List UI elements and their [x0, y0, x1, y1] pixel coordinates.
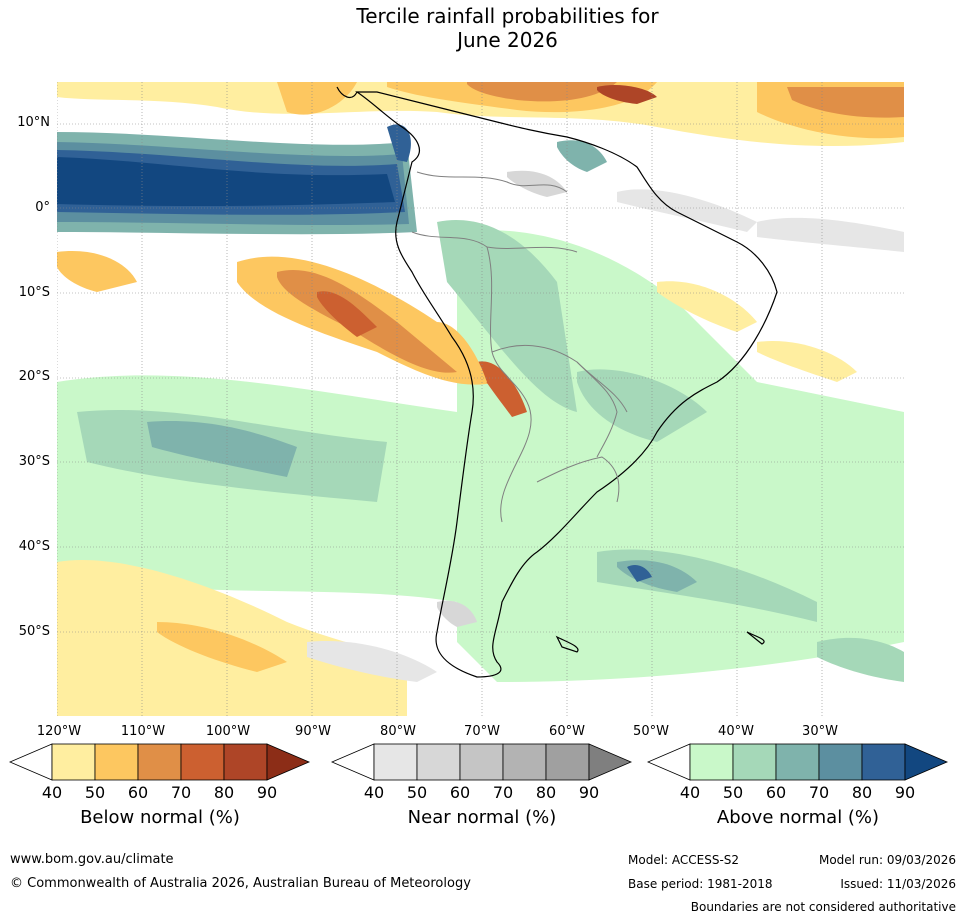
colorbar-swatch-under — [646, 743, 691, 781]
boundary-disclaimer: Boundaries are not considered authoritat… — [690, 900, 956, 914]
colorbar-tick: 70 — [492, 783, 514, 802]
near-normal-areas — [307, 170, 904, 682]
copyright-text: © Commonwealth of Australia 2026, Austra… — [10, 876, 471, 891]
lat-label: 30°S — [18, 454, 50, 469]
colorbar-tick: 60 — [127, 783, 149, 802]
colorbar-tick: 60 — [765, 783, 787, 802]
lon-label: 90°W — [295, 724, 331, 739]
colorbar-tick: 50 — [84, 783, 106, 802]
lon-label: 80°W — [380, 724, 416, 739]
colorbar-swatch — [818, 743, 863, 781]
colorbar-swatch-over — [588, 743, 633, 781]
lon-label: 30°W — [802, 724, 838, 739]
lat-label: 10°N — [17, 115, 50, 130]
country-borders — [411, 171, 628, 523]
lat-label: 20°S — [18, 369, 50, 384]
probability-map — [57, 82, 904, 716]
above-normal-colorbar — [646, 743, 949, 781]
lon-label: 120°W — [36, 724, 82, 739]
lat-label: 40°S — [18, 539, 50, 554]
lon-label: 40°W — [718, 724, 754, 739]
near-normal-colorbar — [330, 743, 633, 781]
below-normal-title: Below normal (%) — [80, 807, 240, 828]
website-link[interactable]: www.bom.gov.au/climate — [10, 852, 174, 867]
lon-label: 70°W — [464, 724, 500, 739]
colorbar-tick: 50 — [406, 783, 428, 802]
title-line-2: June 2026 — [457, 28, 558, 52]
colorbar-swatch — [51, 743, 96, 781]
above-normal-areas — [57, 140, 904, 682]
colorbar-swatch — [94, 743, 139, 781]
colorbar-swatch — [223, 743, 268, 781]
colorbar-tick: 80 — [535, 783, 557, 802]
colorbar-tick: 90 — [894, 783, 916, 802]
colorbar-tick: 50 — [722, 783, 744, 802]
colorbar-swatch — [416, 743, 461, 781]
colorbar-swatch — [775, 743, 820, 781]
colorbar-swatch — [861, 743, 906, 781]
colorbar-swatch-over — [266, 743, 311, 781]
map-title: Tercile rainfall probabilities for June … — [0, 4, 965, 52]
title-line-1: Tercile rainfall probabilities for — [356, 4, 659, 28]
equatorial-wet-band — [57, 124, 417, 235]
lat-label: 10°S — [18, 285, 50, 300]
colorbar-tick: 70 — [170, 783, 192, 802]
colorbar-swatch — [545, 743, 590, 781]
colorbar-tick: 40 — [41, 783, 63, 802]
issued-date: Issued: 11/03/2026 — [840, 877, 956, 891]
colorbar-tick: 80 — [851, 783, 873, 802]
colorbar-tick: 80 — [213, 783, 235, 802]
lon-label: 100°W — [205, 724, 251, 739]
colorbar-swatch — [459, 743, 504, 781]
lat-label: 0° — [35, 200, 50, 215]
map-canvas — [57, 82, 904, 716]
colorbar-swatch — [502, 743, 547, 781]
coastline — [336, 86, 778, 678]
colorbar-tick: 40 — [679, 783, 701, 802]
lon-label: 110°W — [120, 724, 166, 739]
colorbar-swatch — [732, 743, 777, 781]
colorbar-swatch — [689, 743, 734, 781]
model-run-date: Model run: 09/03/2026 — [818, 853, 956, 867]
colorbar-swatch-under — [8, 743, 53, 781]
below-normal-colorbar — [8, 743, 311, 781]
colorbar-tick: 70 — [808, 783, 830, 802]
colorbar-tick: 40 — [363, 783, 385, 802]
lon-label: 50°W — [633, 724, 669, 739]
colorbar-tick: 90 — [578, 783, 600, 802]
above-normal-title: Above normal (%) — [716, 807, 880, 828]
colorbar-tick: 60 — [449, 783, 471, 802]
colorbar-swatch — [180, 743, 225, 781]
model-name: Model: ACCESS-S2 — [628, 853, 740, 867]
colorbar-swatch-under — [330, 743, 375, 781]
near-normal-title: Near normal (%) — [407, 807, 557, 828]
lat-label: 50°S — [18, 624, 50, 639]
base-period: Base period: 1981-2018 — [628, 877, 773, 891]
colorbar-swatch — [137, 743, 182, 781]
colorbar-tick: 90 — [256, 783, 278, 802]
colorbar-swatch — [373, 743, 418, 781]
lon-label: 60°W — [549, 724, 585, 739]
colorbar-swatch-over — [904, 743, 949, 781]
graticule — [57, 82, 904, 716]
